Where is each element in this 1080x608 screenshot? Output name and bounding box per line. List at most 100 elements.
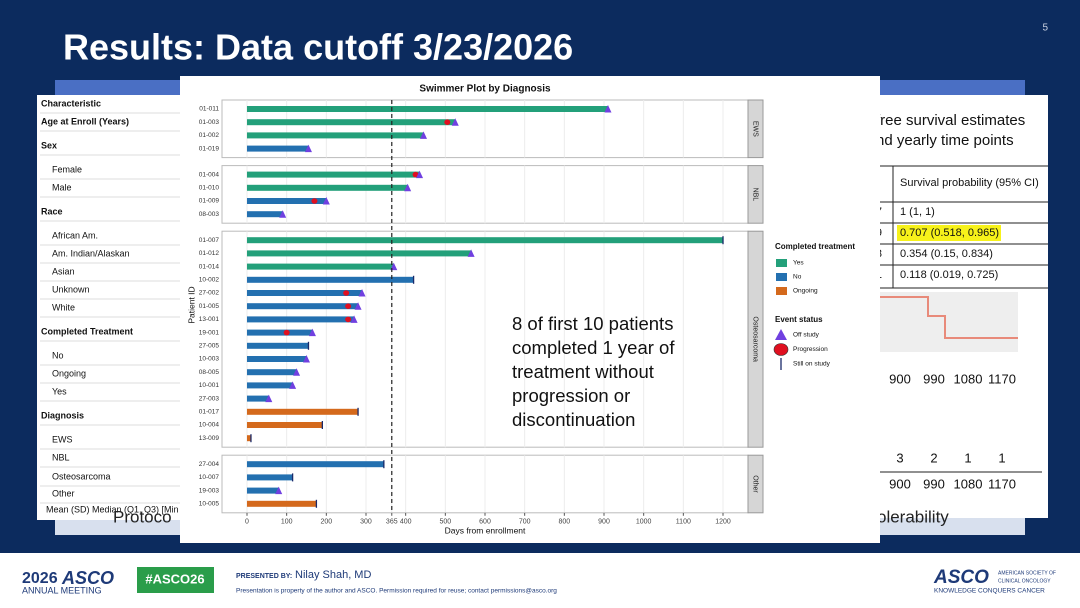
panel-axis-label: 3 [896, 450, 903, 465]
strip-label: Osteosarcoma [752, 316, 759, 362]
table-row-label: Ongoing [52, 368, 86, 378]
patient-id: 13-001 [199, 316, 220, 323]
table-row-label: Race [41, 206, 63, 216]
patient-id: 01-017 [199, 409, 220, 416]
panel-axis-label: 990 [923, 371, 945, 386]
y-axis-label: Patient ID [186, 286, 196, 323]
bar [246, 461, 384, 468]
page-number: 5 [1042, 23, 1048, 34]
patient-id: 10-004 [199, 422, 220, 429]
patient-id: 01-002 [199, 132, 220, 139]
bar [246, 329, 313, 336]
off-study-marker [265, 394, 273, 403]
legend-label: Progression [793, 346, 828, 353]
progression-marker [311, 198, 318, 204]
table-row-label: Male [52, 182, 72, 192]
table-row-label: Diagnosis [41, 410, 84, 420]
presented-by: PRESENTED BY: [236, 573, 292, 580]
meeting-sub: ANNUAL MEETING [22, 585, 102, 595]
x-tick-label: 900 [598, 519, 610, 526]
x-tick-label: 365 [386, 519, 398, 526]
patient-id: 10-002 [199, 277, 220, 284]
bar [246, 487, 279, 494]
x-tick-label: 500 [439, 519, 451, 526]
bottom-text: Protoco [113, 507, 172, 526]
bottom-text: olerability [877, 507, 949, 526]
table-row-label: Yes [52, 386, 67, 396]
x-tick-label: 400 [400, 519, 412, 526]
strip [747, 165, 764, 224]
panel-axis-label: 1080 [954, 476, 983, 491]
off-study-marker [404, 183, 412, 192]
legend-symbol [775, 329, 787, 340]
x-tick-label: 1100 [676, 519, 691, 526]
bar [246, 500, 317, 507]
patient-id: 01-004 [199, 171, 220, 178]
off-study-marker [275, 486, 283, 495]
annotation: completed 1 year of [512, 337, 675, 358]
table-row-label: EWS [52, 434, 73, 444]
meeting-name: ASCO [61, 568, 114, 588]
legend-title: Event status [775, 315, 823, 324]
annotation: treatment without [512, 361, 654, 382]
table-row-label: NBL [52, 452, 70, 462]
patient-id: 01-012 [199, 250, 220, 257]
progression-marker [444, 119, 451, 125]
legend-label: No [793, 274, 802, 281]
patient-id: 27-003 [199, 395, 220, 402]
patient-id: 08-003 [199, 211, 220, 218]
patient-id: 27-002 [199, 290, 220, 297]
notice: Presentation is property of the author a… [236, 588, 557, 595]
table-cell: 0.354 (0.15, 0.834) [900, 248, 993, 260]
patient-id: 10-003 [199, 356, 220, 363]
x-tick-label: 200 [320, 519, 332, 526]
panel-axis-label: 1170 [988, 476, 1016, 491]
strip [747, 230, 764, 448]
patient-id: 01-011 [199, 106, 219, 113]
x-tick-label: 1000 [636, 519, 652, 526]
bar [246, 369, 297, 376]
patient-id: 01-007 [199, 237, 220, 244]
bar [246, 106, 608, 112]
patient-id: 01-003 [199, 119, 220, 126]
patient-id: 27-004 [199, 461, 220, 468]
table-row-label: Am. Indian/Alaskan [52, 248, 130, 258]
strip [747, 99, 764, 159]
x-axis-label: Days from enrollment [445, 525, 526, 535]
table-cell: 0.707 (0.518, 0.965) [900, 227, 999, 239]
x-tick-label: 0 [245, 519, 249, 526]
legend-symbol [773, 343, 789, 356]
off-study-marker [604, 105, 612, 113]
strip [747, 454, 764, 514]
off-study-marker [322, 197, 330, 205]
x-tick-label: 100 [281, 519, 293, 526]
hashtag: #ASCO26 [145, 571, 204, 586]
table-row-label: White [52, 302, 75, 312]
bar [246, 316, 355, 323]
legend-label: Still on study [793, 361, 831, 368]
patient-id: 10-005 [199, 501, 220, 508]
km-curve [880, 296, 1018, 339]
panel-heading: nd yearly time points [876, 132, 1014, 149]
panel-axis-label: 1 [998, 450, 1005, 465]
table-row-label: Age at Enroll (Years) [41, 116, 129, 126]
org-full: CLINICAL ONCOLOGY [998, 578, 1051, 584]
bar [246, 276, 414, 283]
table-row-label: Osteosarcoma [52, 471, 111, 481]
strip-label: NBL [752, 188, 759, 202]
table-cell: 0.118 (0.019, 0.725) [900, 269, 998, 281]
off-study-marker [354, 302, 362, 310]
table-row-label: No [52, 350, 64, 360]
table-row-label: Other [52, 488, 75, 498]
off-study-marker [416, 170, 424, 179]
x-tick-label: 700 [519, 519, 531, 526]
panel-axis-label: 900 [889, 371, 911, 386]
strip-label: EWS [752, 121, 759, 137]
presenter: Nilay Shah, MD [295, 569, 371, 581]
bar [246, 382, 293, 389]
bar [246, 145, 309, 152]
progression-marker [343, 290, 350, 296]
patient-id: 01-019 [199, 145, 220, 152]
